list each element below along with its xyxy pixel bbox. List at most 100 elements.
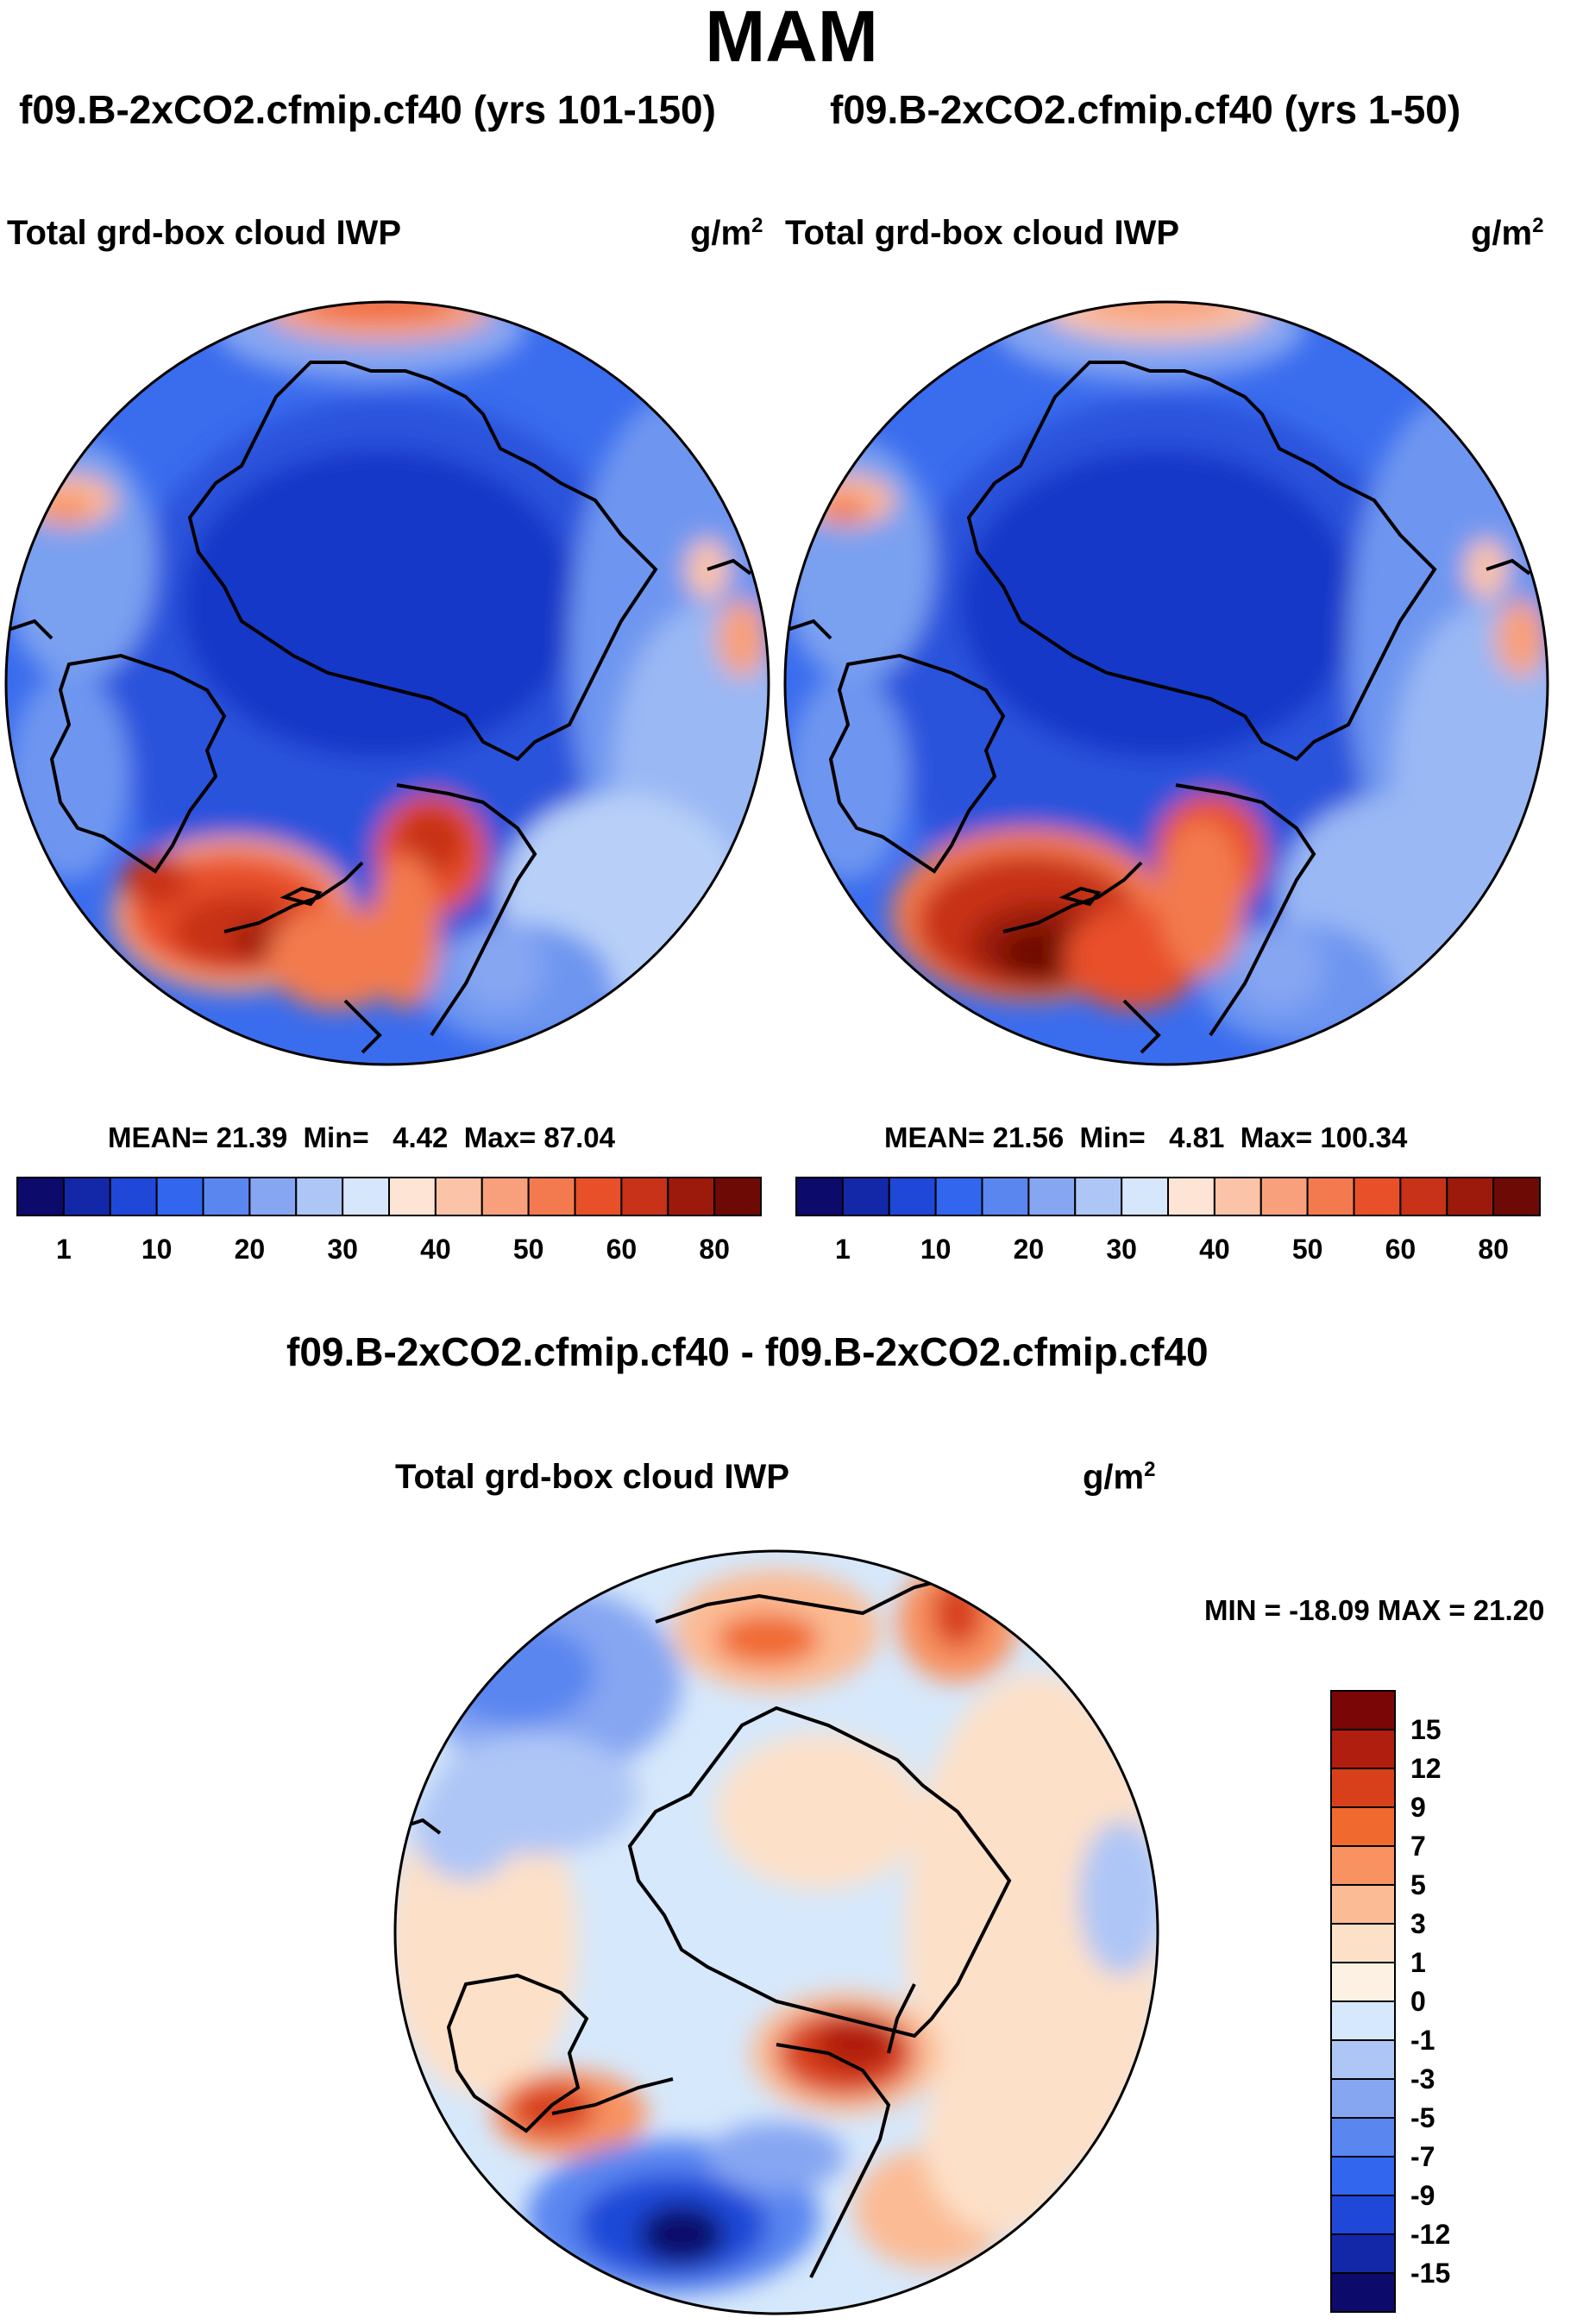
diff-colorbar-tick-label: -12: [1410, 2219, 1450, 2250]
diff-colorbar-tick-label: 9: [1410, 1792, 1426, 1823]
diff-colorbar-swatch-8: [1330, 2001, 1396, 2041]
diff-colorbar-swatch-9: [1330, 2039, 1396, 2080]
panel1-colorbar-tick-label: 30: [327, 1234, 358, 1265]
panel1-variable-label: Total grd-box cloud IWP: [7, 214, 401, 252]
diff-minmax: MIN = -18.09 MAX = 21.20: [1204, 1594, 1545, 1626]
panel1-colorbar-tick-label: 50: [513, 1234, 544, 1265]
panel1-colorbar-tick-label: 80: [699, 1234, 730, 1265]
panel1-colorbar-swatch-4: [202, 1177, 251, 1216]
diff-map: [393, 1549, 1159, 2315]
diff-colorbar-tick-label: -9: [1410, 2180, 1435, 2211]
panel2-colorbar-tick-label: 50: [1292, 1234, 1323, 1265]
panel2-colorbar-tick-label: 60: [1385, 1234, 1417, 1265]
panel2-colorbar-swatch-11: [1306, 1177, 1355, 1216]
panel2-variable-label: Total grd-box cloud IWP: [785, 214, 1179, 252]
diff-colorbar-tick-label: -5: [1410, 2102, 1435, 2133]
diff-colorbar-swatch-14: [1330, 2233, 1396, 2274]
panel1-colorbar-swatch-2: [109, 1177, 158, 1216]
diff-case-label: f09.B-2xCO2.cfmip.cf40 - f09.B-2xCO2.cfm…: [286, 1329, 1209, 1374]
season-title: MAM: [705, 0, 878, 77]
diff-units-label: g/m2: [1083, 1458, 1156, 1497]
panel2-colorbar-swatch-8: [1167, 1177, 1216, 1216]
diff-colorbar-tick-label: -3: [1410, 2063, 1435, 2095]
diff-colorbar-tick-label: 7: [1410, 1831, 1426, 1862]
panel1-colorbar-tick-label: 40: [420, 1234, 451, 1265]
panel1-colorbar-tick-label: 60: [606, 1234, 638, 1265]
diff-colorbar-tick-label: 3: [1410, 1908, 1426, 1939]
diff-colorbar-swatch-0: [1330, 1690, 1396, 1730]
diff-colorbar-swatch-2: [1330, 1768, 1396, 1808]
panel2-colorbar-swatch-12: [1353, 1177, 1402, 1216]
diff-colorbar-tick-label: -1: [1410, 2025, 1435, 2056]
diff-colorbar-tick-label: 1: [1410, 1947, 1426, 1978]
panel1-colorbar-tick-label: 10: [141, 1234, 173, 1265]
panel2-colorbar-swatch-13: [1399, 1177, 1448, 1216]
panel1-case-label: f09.B-2xCO2.cfmip.cf40 (yrs 101-150): [19, 87, 716, 132]
panel2-colorbar-swatch-4: [981, 1177, 1030, 1216]
panel1-colorbar-tick-label: 20: [235, 1234, 266, 1265]
diff-colorbar-tick-label: 5: [1410, 1869, 1426, 1900]
panel2-colorbar-tick-label: 20: [1014, 1234, 1045, 1265]
panel1-coastlines: [8, 361, 752, 1054]
panel1-units-label: g/m2: [690, 214, 763, 253]
diff-colorbar-tick-label: 12: [1410, 1753, 1442, 1784]
diff-colorbar-swatch-15: [1330, 2272, 1396, 2313]
panel2-colorbar-swatch-7: [1121, 1177, 1169, 1216]
panel2-colorbar-swatch-5: [1027, 1177, 1077, 1216]
panel1-colorbar-swatch-7: [342, 1177, 390, 1216]
panel2-colorbar-tick-label: 80: [1478, 1234, 1509, 1265]
diff-colorbar-swatch-7: [1330, 1962, 1396, 2002]
panel2-coastlines: [787, 361, 1531, 1054]
panel1-colorbar-swatch-6: [295, 1177, 344, 1216]
panel2-colorbar-swatch-15: [1492, 1177, 1541, 1216]
diff-colorbar-tick-label: -15: [1410, 2258, 1450, 2289]
diff-colorbar: 15 12 9 7 5 3 1 0 -1 -3 -5 -7 -9 -12 -15: [1330, 1690, 1450, 2313]
panel2-colorbar-tick-label: 30: [1106, 1234, 1137, 1265]
diff-colorbar-swatch-13: [1330, 2195, 1396, 2235]
diff-colorbar-tick-label: 15: [1410, 1714, 1442, 1745]
panel1-colorbar-swatch-3: [155, 1177, 204, 1216]
diff-colorbar-swatch-5: [1330, 1884, 1396, 1925]
panel1-map: [4, 300, 770, 1066]
panel1-colorbar-tick-label: 1: [56, 1234, 72, 1265]
diff-colorbar-swatch-4: [1330, 1845, 1396, 1886]
diff-colorbar-tick-label: -7: [1410, 2141, 1435, 2172]
panel2-colorbar-swatch-0: [795, 1177, 844, 1216]
panel2-colorbar-tick-label: 40: [1199, 1234, 1230, 1265]
panel2-colorbar-swatch-3: [934, 1177, 983, 1216]
diff-colorbar-swatch-12: [1330, 2156, 1396, 2196]
panel2-stats: MEAN= 21.56 Min= 4.81 Max= 100.34: [884, 1121, 1408, 1153]
panel1-colorbar-swatch-15: [713, 1177, 762, 1216]
panel2-colorbar-swatch-9: [1213, 1177, 1262, 1216]
panel2-colorbar: 1 10 20 30 40 50 60 80: [795, 1177, 1541, 1265]
panel1-stats: MEAN= 21.39 Min= 4.42 Max= 87.04: [108, 1121, 615, 1153]
diff-colorbar-swatch-10: [1330, 2078, 1396, 2119]
panel1-colorbar-swatch-14: [667, 1177, 716, 1216]
diff-colorbar-swatch-1: [1330, 1729, 1396, 1769]
panel2-colorbar-swatch-14: [1446, 1177, 1495, 1216]
panel1-colorbar: 1 10 20 30 40 50 60 80: [16, 1177, 762, 1265]
panel2-units-label: g/m2: [1471, 214, 1544, 253]
panel1-colorbar-swatch-5: [248, 1177, 298, 1216]
diff-colorbar-swatch-3: [1330, 1806, 1396, 1847]
panel2-colorbar-tick-label: 1: [835, 1234, 851, 1265]
panel2-colorbar-swatch-2: [888, 1177, 937, 1216]
panel2-colorbar-swatch-1: [841, 1177, 890, 1216]
panel1-colorbar-swatch-8: [388, 1177, 437, 1216]
panel1-colorbar-swatch-0: [16, 1177, 65, 1216]
panel2-case-label: f09.B-2xCO2.cfmip.cf40 (yrs 1-50): [830, 87, 1461, 132]
diff-colorbar-tick-label: 0: [1410, 1986, 1426, 2017]
panel1-colorbar-swatch-12: [574, 1177, 623, 1216]
panel2-colorbar-swatch-10: [1259, 1177, 1309, 1216]
panel1-colorbar-swatch-9: [434, 1177, 483, 1216]
diff-variable-label: Total grd-box cloud IWP: [395, 1458, 789, 1496]
panel1-colorbar-swatch-1: [62, 1177, 111, 1216]
panel1-colorbar-swatch-11: [527, 1177, 576, 1216]
panel2-map: [783, 300, 1549, 1066]
panel2-colorbar-swatch-6: [1074, 1177, 1123, 1216]
panel1-colorbar-swatch-10: [481, 1177, 530, 1216]
panel2-colorbar-tick-label: 10: [920, 1234, 952, 1265]
diff-colorbar-swatch-11: [1330, 2117, 1396, 2158]
panel1-colorbar-swatch-13: [620, 1177, 669, 1216]
